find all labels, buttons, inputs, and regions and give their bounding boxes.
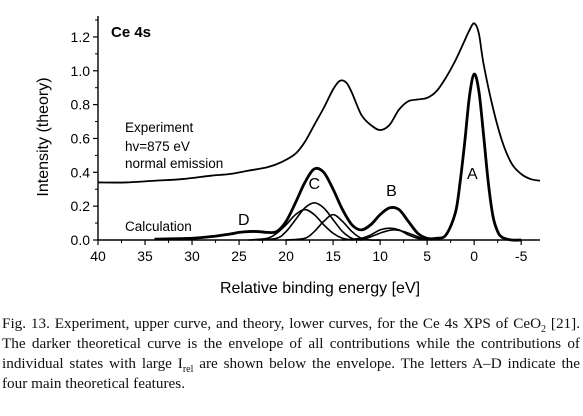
envelope-curve-1 <box>154 72 522 242</box>
y-tick-label: 1.0 <box>71 63 91 79</box>
peak-label-a: A <box>467 166 478 183</box>
y-tick-label: 0.6 <box>71 130 91 146</box>
x-tick-label: 35 <box>137 248 153 264</box>
y-tick-label: 0.2 <box>71 198 91 214</box>
peak-labels: D C B A <box>238 166 478 229</box>
peak-label-c: C <box>309 176 321 193</box>
component-curve-6 <box>351 229 432 241</box>
calculation-label: Calculation <box>125 219 192 234</box>
caption-text-3: are shown below the envelope. The letter… <box>2 355 581 392</box>
x-tick-label: 40 <box>90 248 106 264</box>
photon-energy-label: hv=875 eV <box>125 139 190 154</box>
experiment-label: Experiment <box>125 120 194 135</box>
caption-subscript-rel: rel <box>182 364 194 376</box>
caption-fig-label: Fig. 13. <box>2 315 50 332</box>
y-tick-label: 0.4 <box>71 164 91 180</box>
component-curve-2 <box>248 208 353 241</box>
caption-text-1: Experiment, upper curve, and theory, low… <box>49 315 542 332</box>
component-curve-5 <box>342 227 428 241</box>
figure-caption: Fig. 13. Experiment, upper curve, and th… <box>2 314 580 394</box>
x-tick-label: 20 <box>278 248 294 264</box>
caption-subscript-2: 2 <box>541 324 547 336</box>
x-tick-label: 0 <box>470 248 478 264</box>
y-axis-title: Intensity (theory) <box>35 77 52 196</box>
peak-label-d: D <box>238 212 250 229</box>
axes-layer <box>97 16 540 241</box>
y-tick-label: 0.0 <box>71 232 91 248</box>
experiment-curve-0 <box>97 22 541 184</box>
emission-label: normal emission <box>125 156 223 171</box>
xps-chart: 40 35 30 25 20 15 10 5 0 -50.00.20.40.60.81.01.2 … <box>35 16 541 297</box>
x-tick-label: 5 <box>423 248 431 264</box>
ticks-layer: 40 35 30 25 20 15 10 5 0 -5 0.0 0.2 0.4 0.6 0.8 1.0 1.2 <box>71 19 528 264</box>
x-tick-label: 10 <box>372 248 388 264</box>
y-tick-label: 1.2 <box>71 29 91 45</box>
component-curve-3 <box>257 201 362 241</box>
x-tick-label: 15 <box>325 248 341 264</box>
x-axis-title: Relative binding energy [eV] <box>220 280 420 297</box>
curves-layer <box>97 22 541 242</box>
caption-text-2: [21]. The darker theoretical curve is th… <box>2 315 580 372</box>
x-tick-label: 25 <box>231 248 247 264</box>
y-tick-label: 0.8 <box>71 97 91 113</box>
panel-label: Ce 4s <box>111 24 151 41</box>
x-tick-label: -5 <box>515 248 528 264</box>
peak-label-b: B <box>386 183 397 200</box>
x-tick-label: 30 <box>184 248 200 264</box>
experiment-annotation: Experiment hv=875 eV normal emission <box>125 120 223 171</box>
